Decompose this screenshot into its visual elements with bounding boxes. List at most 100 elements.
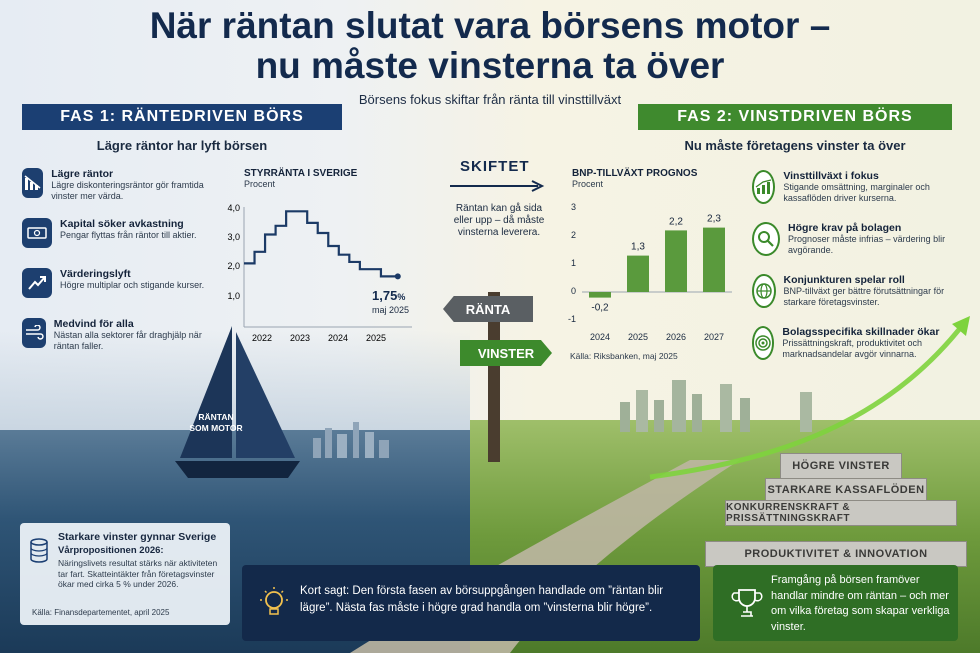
phase2-item: Vinsttillväxt i fokus Stigande omsättnin… <box>752 170 952 222</box>
rate-end-value: 1,75% <box>372 288 405 303</box>
sailboat-illustration <box>175 326 300 478</box>
city-skyline-right <box>620 380 812 432</box>
phase2-item: Konjunkturen spelar roll BNP-tillväxt ge… <box>752 274 952 326</box>
gdp-bar-label: 2,3 <box>707 214 721 225</box>
globe-icon <box>752 274 776 308</box>
phase1-item-title: Medvind för alla <box>53 318 134 330</box>
lightbulb-icon <box>256 585 292 621</box>
phase2-item: Bolagsspecifika skillnader ökar Prissätt… <box>752 326 952 378</box>
growth-chart-icon <box>752 170 776 204</box>
gdp-bar <box>589 292 611 298</box>
phase1-item-title: Värderingslyft <box>60 268 131 280</box>
phase2-item-text: BNP-tillväxt ger bättre förutsättningar … <box>783 286 945 307</box>
phase1-item: Medvind för alla Nästan alla sektorer få… <box>22 318 212 368</box>
gdp-bar <box>627 255 649 292</box>
magnifier-icon <box>752 222 781 256</box>
phase2-item-text: Prissättningskraft, produktivitet och ma… <box>782 338 922 359</box>
shift-text: Räntan kan gå sida eller upp – då måste … <box>453 203 545 238</box>
title-line-2: nu måste vinsterna ta över <box>255 45 725 86</box>
gdp-source: Källa: Riksbanken, maj 2025 <box>570 351 678 361</box>
step-produktivitet: PRODUKTIVITET & INNOVATION <box>705 541 967 567</box>
rate-y-tick: 4,0 <box>227 203 240 213</box>
step-konkurrenskraft: KONKURRENSKRAFT & PRISSÄTTNINGSKRAFT <box>725 500 957 526</box>
gdp-y-tick: -1 <box>568 314 576 324</box>
step-kassafloden: STARKARE KASSAFLÖDEN <box>765 478 927 502</box>
target-icon <box>752 326 775 360</box>
gdp-bar-label: 2,2 <box>669 216 683 227</box>
cash-stack-icon <box>22 218 52 248</box>
phase1-item: Kapital söker avkastning Pengar flyttas … <box>22 218 212 268</box>
phase1-subheading: Lägre räntor har lyft börsen <box>96 138 268 153</box>
rate-end-unit: % <box>397 292 405 302</box>
gdp-y-tick: 1 <box>571 258 576 268</box>
rate-y-tick: 3,0 <box>227 232 240 242</box>
rate-chart-unit: Procent <box>244 179 276 189</box>
rate-chart-title: STYRRÄNTA I SVERIGE <box>244 168 358 179</box>
wind-icon <box>22 318 46 348</box>
rate-y-tick: 2,0 <box>227 261 240 271</box>
gdp-chart-plot: 3 2 1 0 -1 -0,2 1,3 2,2 2,3 2024 2025 20… <box>568 202 732 342</box>
box-left-subtitle: Vårpropositionen 2026: <box>58 545 164 556</box>
step-hogre-vinster: HÖGRE VINSTER <box>780 453 902 479</box>
phase2-item: Högre krav på bolagen Prognoser måste in… <box>752 222 952 274</box>
phase2-item-title: Vinsttillväxt i fokus <box>783 170 879 182</box>
rate-end-point <box>394 273 401 280</box>
sign-ranta: RÄNTA <box>443 296 533 322</box>
conclusion-text: Framgång på börsen framöver handlar mind… <box>771 574 950 633</box>
rate-y-tick: 1,0 <box>227 291 240 301</box>
title-block: När räntan slutat vara börsens motor – n… <box>0 6 980 86</box>
info-box-sverige: Starkare vinster gynnar Sverige Vårpropo… <box>20 523 230 625</box>
boat-label: RÄNTAN SOM MOTOR <box>189 412 243 433</box>
rate-chart: STYRRÄNTA I SVERIGE Procent <box>228 168 428 189</box>
rate-x-tick: 2022 <box>252 333 272 343</box>
phase2-item-title: Bolagsspecifika skillnader ökar <box>782 326 940 338</box>
trend-up-icon <box>22 268 52 298</box>
gdp-x-tick: 2025 <box>628 332 648 342</box>
phase1-list: Lägre räntor Lägre diskonteringsräntor g… <box>22 168 212 368</box>
phase2-item-title: Konjunkturen spelar roll <box>783 274 905 286</box>
sign-vinster: VINSTER <box>460 340 552 366</box>
chart-down-icon <box>22 168 44 198</box>
rate-x-tick: 2024 <box>328 333 348 343</box>
phase1-header: FAS 1: RÄNTEDRIVEN BÖRS <box>22 104 342 130</box>
gdp-bar <box>703 227 725 292</box>
phase2-item-text: Prognoser måste infrias – värdering blir… <box>788 234 946 255</box>
rate-end-number: 1,75 <box>372 288 397 303</box>
phase1-item-title: Lägre räntor <box>51 168 114 180</box>
gdp-chart-unit: Procent <box>572 179 604 189</box>
phase2-item-text: Stigande omsättning, marginaler och kass… <box>783 182 930 203</box>
phase1-item: Värderingslyft Högre multiplar och stiga… <box>22 268 212 318</box>
gdp-y-tick: 3 <box>571 202 576 212</box>
shift-label: SKIFTET <box>460 158 530 175</box>
rate-x-tick: 2023 <box>290 333 310 343</box>
phase2-subheading: Nu måste företagens vinster ta över <box>684 138 906 153</box>
gdp-bar-label: -0,2 <box>591 303 609 314</box>
rate-chart-plot: 4,0 3,0 2,0 1,0 2022 2023 2024 2025 1,75… <box>227 203 412 343</box>
subtitle: Börsens fokus skiftar från ränta till vi… <box>358 92 622 107</box>
gdp-bar-label: 1,3 <box>631 242 645 253</box>
rate-x-tick: 2025 <box>366 333 386 343</box>
sail-right <box>236 332 295 458</box>
box-left-source: Källa: Finansdepartementet, april 2025 <box>32 608 170 617</box>
box-left-text: Näringslivets resultat stärks när aktivi… <box>58 558 218 589</box>
city-skyline-left <box>313 422 389 458</box>
box-left-title: Starkare vinster gynnar Sverige <box>58 531 217 543</box>
summary-box: Kort sagt: Den första fasen av börsuppgå… <box>242 565 700 641</box>
rate-end-date: maj 2025 <box>372 305 409 315</box>
gdp-y-tick: 2 <box>571 230 576 240</box>
phase2-header: FAS 2: VINSTDRIVEN BÖRS <box>638 104 952 130</box>
gdp-x-tick: 2027 <box>704 332 724 342</box>
phase1-item-text: Lägre diskonteringsräntor gör framtida v… <box>51 180 204 201</box>
phase1-item-text: Nästan alla sektorer får draghjälp när r… <box>53 330 202 351</box>
gdp-y-tick: 0 <box>571 286 576 296</box>
trophy-icon <box>729 585 765 621</box>
rate-series-line <box>244 210 398 278</box>
gdp-bar <box>665 230 687 292</box>
title-line-1: När räntan slutat vara börsens motor – <box>149 5 831 46</box>
gdp-chart-header: BNP-TILLVÄXT PROGNOS Procent <box>572 168 697 189</box>
coins-icon <box>30 537 48 565</box>
horizon-haze <box>0 330 470 440</box>
growth-arrow <box>649 316 970 480</box>
phase2-item-title: Högre krav på bolagen <box>788 222 902 234</box>
phase2-list: Vinsttillväxt i fokus Stigande omsättnin… <box>752 170 952 378</box>
